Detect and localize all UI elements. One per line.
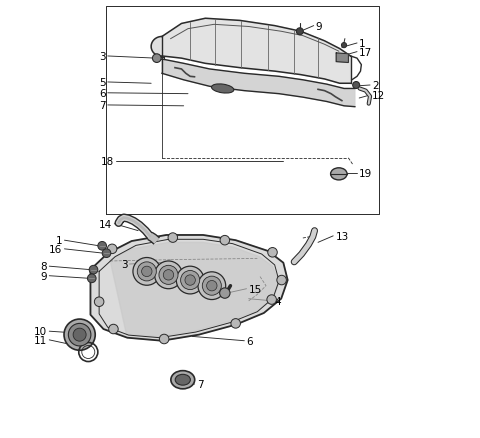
Circle shape <box>220 288 230 299</box>
Text: 7: 7 <box>197 379 204 389</box>
Circle shape <box>108 325 118 334</box>
Circle shape <box>89 266 98 274</box>
Circle shape <box>202 276 221 296</box>
Ellipse shape <box>171 371 195 389</box>
Circle shape <box>95 297 104 307</box>
Text: 5: 5 <box>99 78 106 88</box>
Polygon shape <box>151 37 162 57</box>
Text: 9: 9 <box>40 271 47 281</box>
Text: 19: 19 <box>359 169 372 179</box>
Polygon shape <box>336 54 348 64</box>
Circle shape <box>180 271 200 290</box>
Circle shape <box>68 324 91 346</box>
Circle shape <box>159 266 178 285</box>
Circle shape <box>206 281 217 291</box>
Text: 3: 3 <box>120 259 127 269</box>
Circle shape <box>133 258 161 286</box>
Polygon shape <box>110 243 279 337</box>
Text: 4: 4 <box>275 296 281 306</box>
Circle shape <box>341 43 347 49</box>
Circle shape <box>155 261 182 289</box>
Circle shape <box>267 295 276 304</box>
Text: 16: 16 <box>49 244 62 254</box>
Text: 14: 14 <box>99 219 112 229</box>
Circle shape <box>98 242 107 251</box>
Polygon shape <box>90 236 288 341</box>
Text: 9: 9 <box>316 21 323 32</box>
Circle shape <box>296 29 303 35</box>
Circle shape <box>168 233 178 243</box>
Circle shape <box>220 236 229 245</box>
Text: 15: 15 <box>249 284 262 294</box>
Circle shape <box>277 276 287 285</box>
Polygon shape <box>162 19 350 84</box>
Text: 18: 18 <box>101 157 114 167</box>
Text: 6: 6 <box>247 336 253 346</box>
Circle shape <box>102 249 111 258</box>
Circle shape <box>185 275 195 286</box>
Text: 8: 8 <box>40 261 47 272</box>
Polygon shape <box>162 60 355 107</box>
Circle shape <box>64 319 95 350</box>
Text: 13: 13 <box>336 231 348 241</box>
Circle shape <box>73 328 86 341</box>
Circle shape <box>268 248 277 258</box>
Circle shape <box>198 272 226 300</box>
Text: 7: 7 <box>99 101 106 111</box>
Text: 10: 10 <box>34 326 47 336</box>
Circle shape <box>142 267 152 277</box>
Circle shape <box>159 335 169 344</box>
Circle shape <box>163 270 174 280</box>
Circle shape <box>176 267 204 294</box>
Text: 1: 1 <box>56 236 62 246</box>
Text: 3: 3 <box>99 52 106 62</box>
Circle shape <box>87 274 96 283</box>
Text: 1: 1 <box>359 39 366 49</box>
Text: 11: 11 <box>34 335 47 345</box>
Circle shape <box>137 262 156 281</box>
Text: 6: 6 <box>99 88 106 99</box>
Text: 2: 2 <box>372 81 379 91</box>
Circle shape <box>153 55 161 64</box>
Circle shape <box>231 319 240 328</box>
Text: 12: 12 <box>372 91 385 101</box>
Ellipse shape <box>212 85 234 94</box>
Ellipse shape <box>175 374 191 385</box>
Text: 17: 17 <box>359 47 372 57</box>
Circle shape <box>353 82 360 89</box>
Ellipse shape <box>331 168 347 180</box>
Circle shape <box>108 244 117 254</box>
